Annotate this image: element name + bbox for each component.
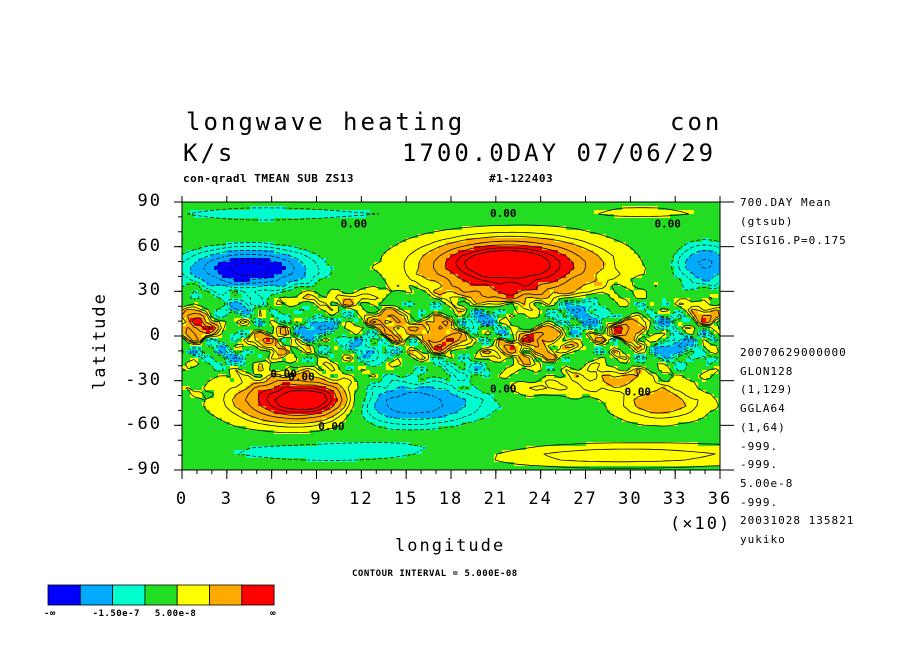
- contour-label: 0.00: [318, 420, 345, 433]
- contour-label: 0.00: [490, 207, 517, 220]
- x-tick-label: 15: [393, 489, 419, 509]
- contour-label: 0.00: [288, 371, 315, 384]
- right-info-line: GGLA64: [740, 402, 786, 416]
- right-info-line: CSIG16.P=0.175: [740, 234, 847, 247]
- colorbar-label: ∞: [270, 609, 277, 619]
- colorbar-label: -∞: [44, 609, 56, 619]
- contour-label: 0.00: [625, 386, 652, 399]
- x-tick-label: 0: [175, 489, 189, 509]
- y-tick-label: -30: [125, 369, 162, 390]
- right-info-line: (gtsub): [740, 215, 794, 228]
- x-tick-label: 30: [618, 489, 643, 509]
- right-info-line: (1,64): [740, 420, 786, 434]
- contour-labels: 0.000.000.000.000.000.00 0.000.00: [270, 207, 681, 433]
- x-tick-label: 21: [483, 489, 509, 509]
- contour-label: 0.00: [341, 217, 368, 230]
- field-fill: [182, 202, 720, 470]
- y-tick-label: 90: [137, 191, 162, 211]
- right-info-line: 700.DAY Mean: [740, 196, 832, 209]
- run-id: #1-122403: [489, 172, 554, 185]
- right-info-line: GLON128: [740, 364, 794, 378]
- right-info-line: 20031028 135821: [740, 514, 855, 528]
- x-tick-label: 24: [528, 489, 553, 509]
- x-tick-label: 27: [573, 489, 598, 509]
- x-tick-label: 6: [265, 489, 278, 509]
- y-tick-label: -90: [125, 459, 162, 479]
- time-label: 1700.0DAY 07/06/29: [402, 139, 717, 167]
- right-info-line: 20070629000000: [740, 346, 847, 359]
- right-info-line: -999.: [740, 495, 779, 509]
- y-tick-label: 0: [149, 325, 162, 345]
- contour-label: 0.00: [654, 217, 681, 230]
- right-info-line: -999.: [740, 439, 779, 453]
- y-tick-label: -60: [125, 414, 162, 435]
- axis-ticks: [174, 196, 734, 479]
- x-tick-label: 12: [349, 489, 374, 509]
- right-info-line: (1,129): [740, 383, 794, 397]
- colorbar-label: 5.00e-8: [154, 609, 197, 619]
- subtitle: con-qradl TMEAN SUB ZS13: [183, 172, 354, 185]
- x-axis-label: longitude: [395, 536, 506, 556]
- contour-interval: CONTOUR INTERVAL = 5.000E-08: [352, 569, 518, 579]
- x-tick-label: 36: [707, 489, 733, 509]
- right-info-line: 5.00e-8: [740, 476, 794, 490]
- experiment-label: con: [670, 108, 723, 136]
- x-tick-label: 3: [220, 489, 233, 509]
- x-tick-label: 33: [662, 489, 688, 509]
- x-tick-label: 18: [438, 489, 464, 509]
- units-label: K/s: [183, 139, 236, 167]
- y-axis-label: latitude: [90, 292, 110, 390]
- y-tick-label: 60: [137, 235, 162, 256]
- x-multiplier: (×10): [670, 514, 732, 534]
- chart-title: longwave heating: [186, 108, 466, 136]
- contour-label: 0.00: [490, 383, 517, 396]
- contour-label: 0.00: [270, 368, 297, 381]
- y-tick-label: 30: [137, 280, 162, 301]
- right-info-line: yukiko: [740, 533, 786, 546]
- colorbar-label: -1.50e-7: [92, 609, 140, 619]
- contour-lines: [182, 207, 720, 469]
- x-tick-label: 9: [310, 489, 323, 509]
- right-info-line: -999.: [740, 458, 779, 472]
